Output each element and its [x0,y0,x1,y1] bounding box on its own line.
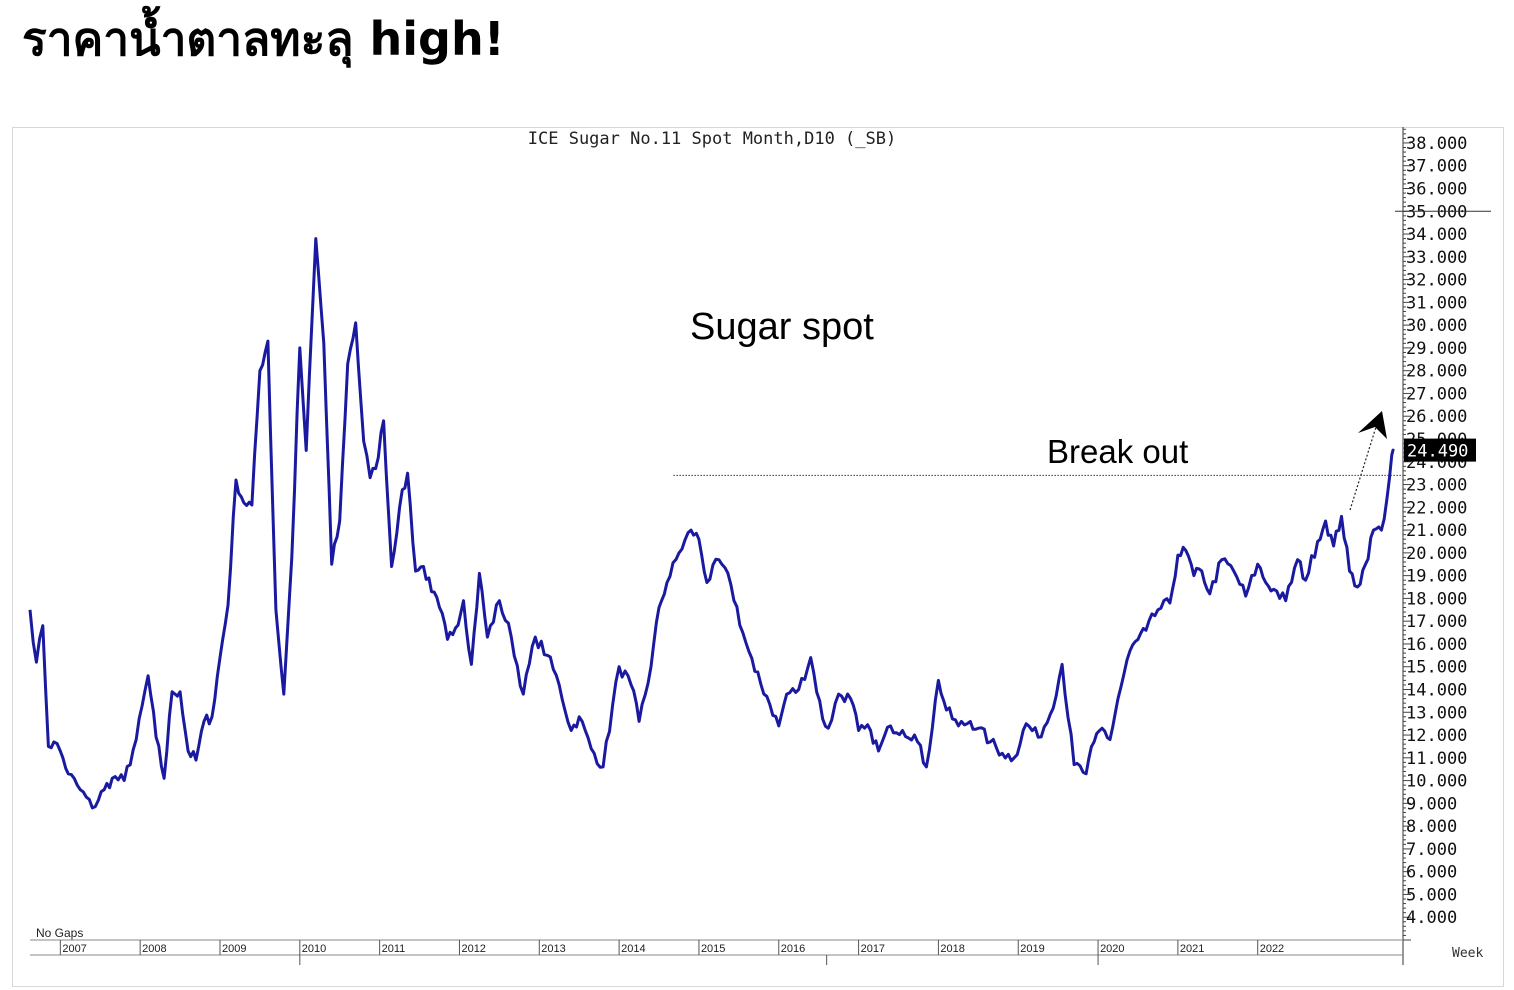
y-tick-label: 34.000 [1406,225,1467,245]
sugar-spot-label: Sugar spot [690,306,874,348]
y-tick-label: 18.000 [1406,589,1467,609]
chart-title: ICE Sugar No.11 Spot Month,D10 (_SB) [528,129,896,149]
y-tick-label: 36.000 [1406,179,1467,199]
x-tick-label: 2011 [382,943,406,955]
y-tick-label: 13.000 [1406,703,1467,723]
chart-panel [12,127,1504,987]
y-tick-label: 12.000 [1406,726,1467,746]
y-tick-label: 17.000 [1406,612,1467,632]
y-tick-label: 5.000 [1406,885,1457,905]
y-tick-label: 14.000 [1406,680,1467,700]
last-price-box [1404,438,1476,462]
x-tick-label: 2016 [781,943,805,955]
y-tick-label: 21.000 [1406,521,1467,541]
breakout-arrow-shaft [1349,426,1377,511]
x-tick-label: 2021 [1180,943,1204,955]
y-tick-label: 23.000 [1406,476,1467,496]
y-tick-label: 35.000 [1406,202,1467,222]
y-tick-label: 26.000 [1406,407,1467,427]
y-tick-label: 9.000 [1406,794,1457,814]
x-tick-label: 2020 [1100,943,1124,955]
x-tick-label: 2013 [541,943,565,955]
y-tick-label: 11.000 [1406,749,1467,769]
x-tick-label: 2012 [461,943,485,955]
y-tick-label: 15.000 [1406,658,1467,678]
y-tick-label: 29.000 [1406,339,1467,359]
break-out-label: Break out [1047,433,1188,470]
x-tick-label: 2017 [861,943,885,955]
y-tick-label: 28.000 [1406,362,1467,382]
y-tick-label: 31.000 [1406,293,1467,313]
x-tick-label: 2015 [701,943,725,955]
x-tick-label: 2022 [1260,943,1284,955]
page-headline: ราคาน้ำตาลทะลุ high! [22,12,505,66]
x-tick-label: 2019 [1020,943,1044,955]
y-tick-label: 16.000 [1406,635,1467,655]
y-tick-label: 19.000 [1406,567,1467,587]
y-tick-label: 37.000 [1406,157,1467,177]
y-tick-label: 33.000 [1406,248,1467,268]
y-tick-label: 20.000 [1406,544,1467,564]
y-tick-label: 10.000 [1406,772,1467,792]
y-tick-label: 30.000 [1406,316,1467,336]
breakout-arrow-head [1358,411,1387,439]
sugar-price-series [28,237,1395,810]
x-tick-label: 2010 [302,943,326,955]
y-tick-label: 27.000 [1406,384,1467,404]
y-tick-label: 4.000 [1406,908,1457,928]
x-tick-label: 2009 [222,943,246,955]
y-tick-label: 7.000 [1406,840,1457,860]
y-tick-label: 6.000 [1406,863,1457,883]
sugar-price-chart: ICE Sugar No.11 Spot Month,D10 (_SB) Sug… [28,127,1491,965]
y-tick-label: 8.000 [1406,817,1457,837]
week-label: Week [1452,946,1483,961]
y-tick-label: 38.000 [1406,134,1467,154]
x-tick-label: 2018 [940,943,964,955]
no-gaps-label: No Gaps [36,926,83,940]
y-tick-label: 32.000 [1406,271,1467,291]
x-tick-label: 2007 [62,943,86,955]
x-tick-label: 2008 [142,943,166,955]
x-tick-label: 2014 [621,943,645,955]
y-tick-label: 22.000 [1406,498,1467,518]
last-price-label: 24.490 [1407,442,1468,462]
